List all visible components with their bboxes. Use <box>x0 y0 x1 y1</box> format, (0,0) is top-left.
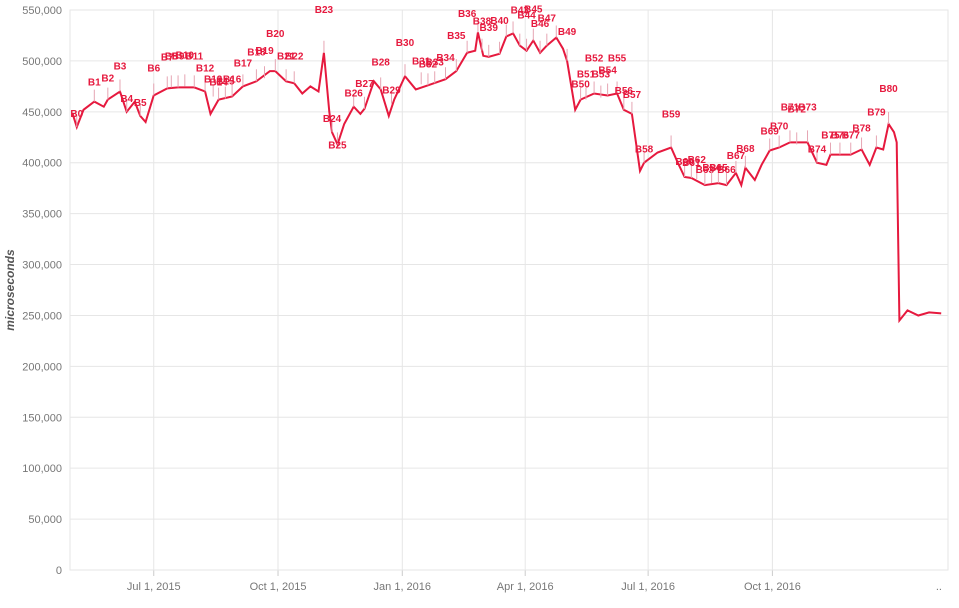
chart-svg: 0 50,000 100,000 150,000 200,000 250,000 300,0… <box>0 0 959 608</box>
y-tick-label: 450,000 <box>22 107 62 119</box>
y-tick-label: 350,000 <box>22 209 62 221</box>
marker-label: B16 <box>223 75 242 86</box>
marker-label: B17 <box>234 58 253 69</box>
marker-label: B66 <box>717 165 736 176</box>
y-tick-label: 100,000 <box>22 463 62 475</box>
marker-label: B20 <box>266 29 285 40</box>
y-tick-label: 550,000 <box>22 5 62 17</box>
x-tick-label: Jul 1, 2015 <box>127 581 181 593</box>
y-axis-label: microseconds <box>3 249 17 331</box>
marker-label: B2 <box>101 74 114 85</box>
marker-label: B34 <box>436 53 455 64</box>
marker-label: B5 <box>134 98 147 109</box>
marker-label: B28 <box>371 57 390 68</box>
marker-label: B68 <box>736 144 755 155</box>
marker-label: B25 <box>328 140 347 151</box>
marker-label: B70 <box>770 121 789 132</box>
marker-label: B24 <box>323 114 342 125</box>
timing-chart: 0 50,000 100,000 150,000 200,000 250,000 300,0… <box>0 0 959 608</box>
marker-label: B74 <box>808 145 827 156</box>
marker-label: B55 <box>608 53 627 64</box>
marker-label: B54 <box>598 66 617 77</box>
marker-label: B1 <box>88 78 101 89</box>
marker-label: B26 <box>344 89 363 100</box>
y-tick-label: 500,000 <box>22 56 62 68</box>
y-tick-label: 250,000 <box>22 310 62 322</box>
marker-label: B29 <box>382 86 401 97</box>
marker-label: B49 <box>558 27 577 38</box>
x-axis-ellipsis: .. <box>936 581 942 593</box>
marker-label: B23 <box>315 5 334 16</box>
marker-label: B12 <box>196 63 215 74</box>
marker-label: B11 <box>185 51 203 62</box>
series-line <box>73 32 942 320</box>
marker-label: B35 <box>447 31 466 42</box>
y-tick-label: 300,000 <box>22 260 62 272</box>
y-tick-label: 400,000 <box>22 158 62 170</box>
marker-label: B47 <box>538 14 557 25</box>
marker-label: B50 <box>571 80 590 91</box>
x-tick-label: Apr 1, 2016 <box>497 581 554 593</box>
y-tick-label: 200,000 <box>22 361 62 373</box>
marker-label: B0 <box>70 109 83 120</box>
marker-label: B22 <box>285 51 304 62</box>
marker-label: B80 <box>879 84 898 95</box>
plot-frame <box>70 10 948 570</box>
marker-label: B78 <box>852 123 871 134</box>
x-tick-label: Oct 1, 2016 <box>744 581 801 593</box>
marker-label: B6 <box>147 64 160 75</box>
marker-label: B19 <box>255 46 274 57</box>
marker-label: B41 <box>497 0 516 1</box>
y-tick-label: 150,000 <box>22 412 62 424</box>
y-tick-label: 50,000 <box>28 514 62 526</box>
marker-label: B58 <box>635 145 654 156</box>
marker-label: B59 <box>662 109 681 120</box>
marker-label: B57 <box>623 90 642 101</box>
marker-label: B73 <box>798 102 817 113</box>
marker-label: B4 <box>120 94 133 105</box>
marker-label: B79 <box>867 107 886 118</box>
marker-label: B30 <box>396 38 415 49</box>
x-tick-label: Jul 1, 2016 <box>621 581 675 593</box>
marker-label: B3 <box>114 61 127 72</box>
y-tick-label: 0 <box>56 565 62 577</box>
x-tick-label: Jan 1, 2016 <box>374 581 432 593</box>
marker-label: B27 <box>355 79 374 90</box>
marker-label: B52 <box>585 53 604 64</box>
x-tick-label: Oct 1, 2015 <box>250 581 307 593</box>
